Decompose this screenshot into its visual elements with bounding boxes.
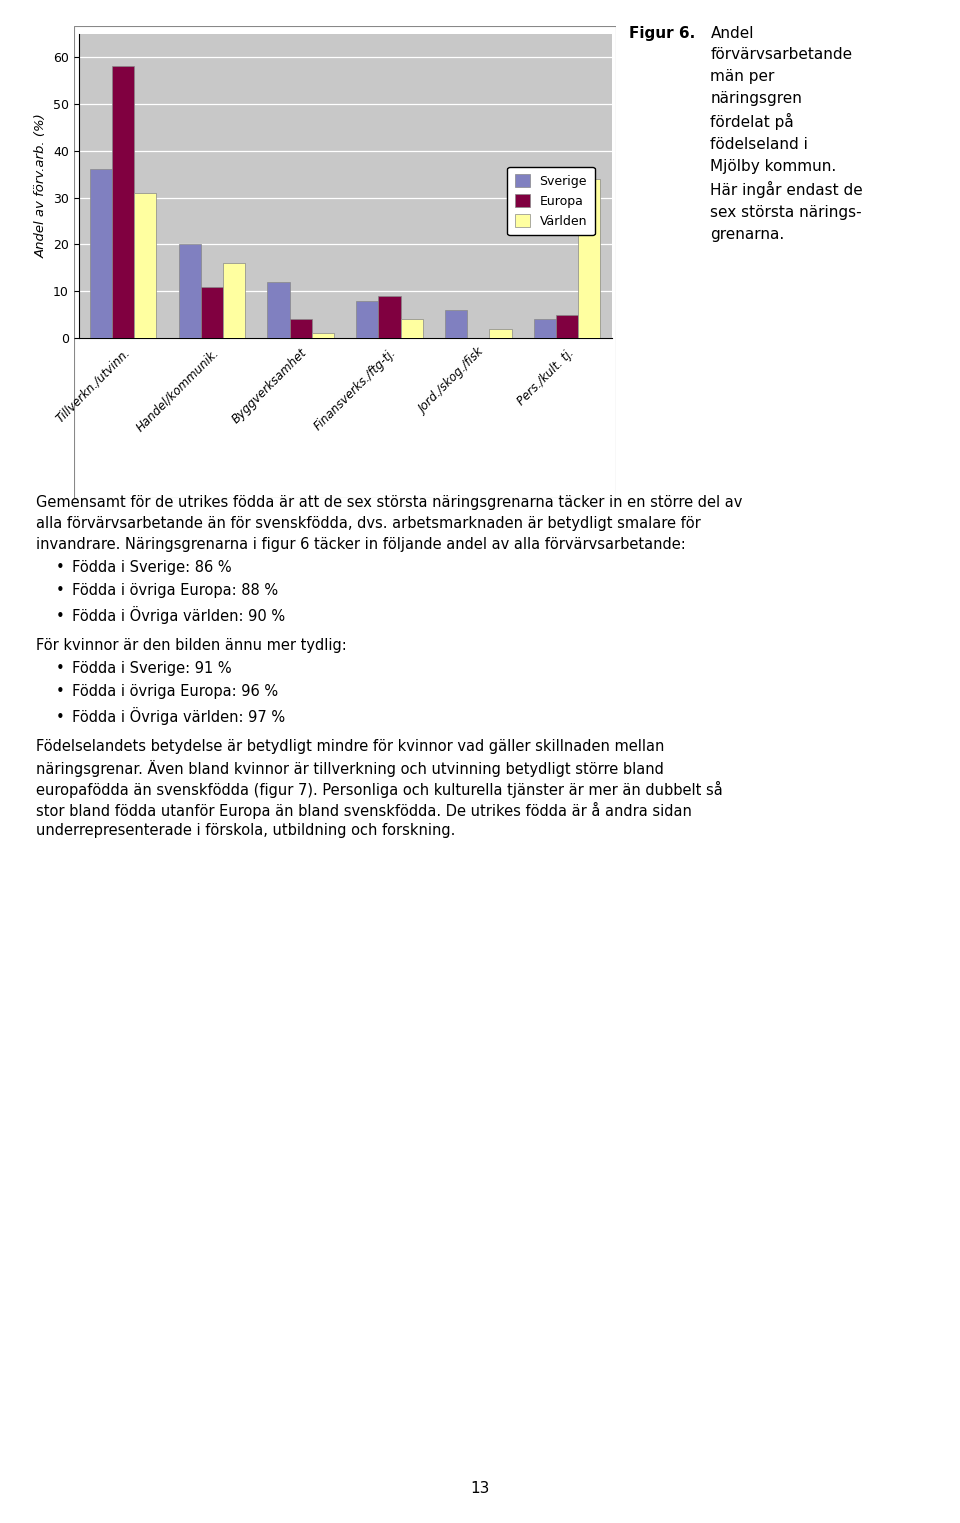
Bar: [378, 295, 400, 338]
Text: Andel
förvärvsarbetande
män per
näringsgren
fördelat på
födelseland i
Mjölby kom: Andel förvärvsarbetande män per näringsg…: [710, 26, 863, 242]
Text: invandrare. Näringsgrenarna i figur 6 täcker in följande andel av alla förvärvsa: invandrare. Näringsgrenarna i figur 6 tä…: [36, 538, 686, 551]
Text: Tillverkn./utvinn.: Tillverkn./utvinn.: [53, 346, 132, 425]
Text: • Födda i Sverige: 86 %: • Födda i Sverige: 86 %: [56, 560, 231, 576]
Text: Pers./kult. tj.: Pers./kult. tj.: [515, 346, 576, 408]
Bar: [134, 193, 156, 338]
Text: Byggverksamhet: Byggverksamhet: [230, 346, 310, 426]
Bar: [356, 300, 378, 338]
Bar: [556, 315, 578, 338]
Text: Gemensamt för de utrikes födda är att de sex största näringsgrenarna täcker in e: Gemensamt för de utrikes födda är att de…: [36, 495, 743, 510]
Bar: [490, 329, 512, 338]
Text: 13: 13: [470, 1480, 490, 1496]
Text: europafödda än svenskfödda (figur 7). Personliga och kulturella tjänster är mer : europafödda än svenskfödda (figur 7). Pe…: [36, 781, 723, 798]
Text: Figur 6.: Figur 6.: [629, 26, 695, 41]
Bar: [312, 334, 334, 338]
Bar: [90, 169, 112, 338]
Bar: [268, 282, 290, 338]
Bar: [534, 320, 556, 338]
Text: Jord./skog./fisk: Jord./skog./fisk: [418, 346, 488, 416]
Text: Födelselandets betydelse är betydligt mindre för kvinnor vad gäller skillnaden m: Födelselandets betydelse är betydligt mi…: [36, 739, 665, 754]
Text: underrepresenterade i förskola, utbildning och forskning.: underrepresenterade i förskola, utbildni…: [36, 822, 456, 838]
Bar: [400, 320, 422, 338]
Text: näringsgrenar. Även bland kvinnor är tillverkning och utvinning betydligt större: näringsgrenar. Även bland kvinnor är til…: [36, 760, 664, 777]
Bar: [223, 263, 245, 338]
Text: • Födda i övriga Europa: 88 %: • Födda i övriga Europa: 88 %: [56, 583, 277, 599]
Text: • Födda i Sverige: 91 %: • Födda i Sverige: 91 %: [56, 661, 231, 676]
Y-axis label: Andel av förv.arb. (%): Andel av förv.arb. (%): [35, 113, 47, 259]
Text: alla förvärvsarbetande än för svenskfödda, dvs. arbetsmarknaden är betydligt sma: alla förvärvsarbetande än för svenskfödd…: [36, 516, 701, 532]
Bar: [112, 67, 134, 338]
Bar: [445, 311, 468, 338]
Bar: [290, 320, 312, 338]
Legend: Sverige, Europa, Världen: Sverige, Europa, Världen: [507, 168, 594, 235]
Text: • Födda i Övriga världen: 97 %: • Födda i Övriga världen: 97 %: [56, 707, 285, 725]
Text: stor bland födda utanför Europa än bland svenskfödda. De utrikes födda är å andr: stor bland födda utanför Europa än bland…: [36, 801, 692, 819]
Text: • Födda i övriga Europa: 96 %: • Födda i övriga Europa: 96 %: [56, 684, 277, 699]
Bar: [179, 244, 201, 338]
Text: Handel/kommunik.: Handel/kommunik.: [133, 346, 221, 434]
Bar: [201, 286, 223, 338]
Text: • Födda i Övriga världen: 90 %: • Födda i Övriga världen: 90 %: [56, 606, 285, 624]
Text: För kvinnor är den bilden ännu mer tydlig:: För kvinnor är den bilden ännu mer tydli…: [36, 638, 348, 653]
Text: Finansverks./ftg-tj.: Finansverks./ftg-tj.: [312, 346, 398, 433]
Bar: [578, 178, 600, 338]
